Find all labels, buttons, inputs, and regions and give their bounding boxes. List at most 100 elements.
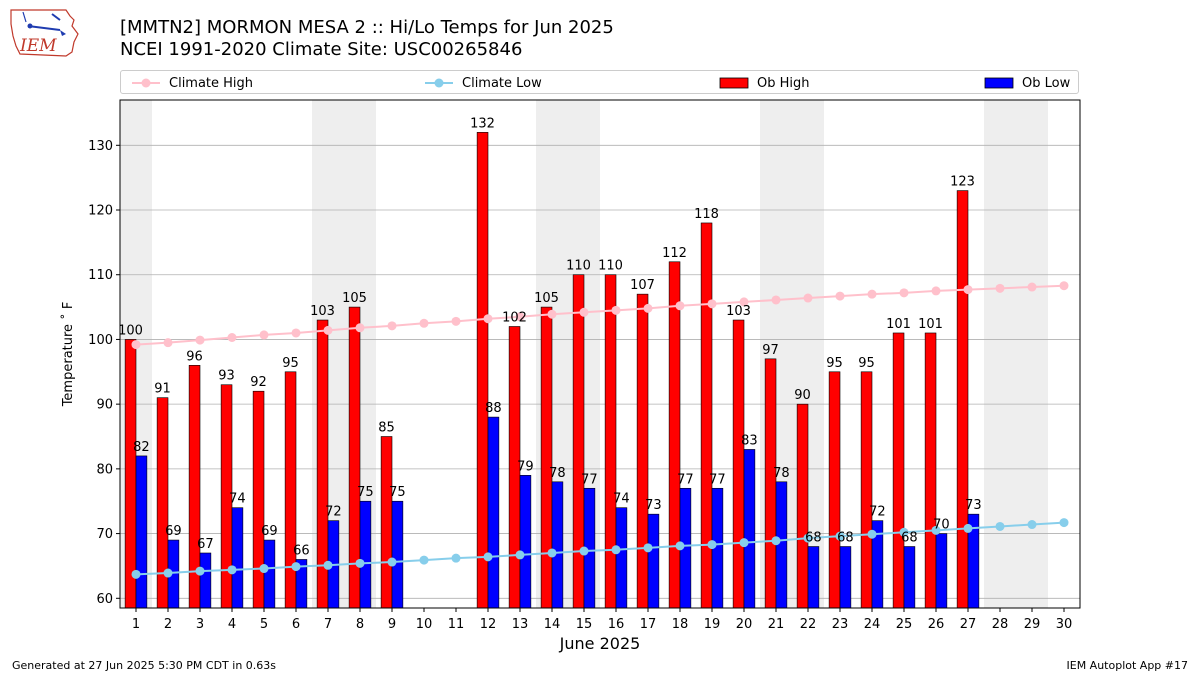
x-tick-label: 5: [260, 617, 268, 632]
y-axis-label: Temperature ˚ F: [60, 302, 76, 408]
ob-high-label: 105: [534, 291, 559, 306]
ob-high-label: 103: [310, 304, 335, 319]
ob-high-label: 110: [598, 259, 623, 274]
climate-low-point: [579, 546, 589, 556]
climate-high-point: [451, 316, 461, 326]
x-tick-label: 26: [928, 617, 945, 632]
climate-high-point: [707, 299, 717, 309]
climate-high-point: [931, 286, 941, 296]
ob-low-label: 69: [261, 524, 278, 539]
ob-low-bar: [199, 552, 212, 609]
climate-low-point: [195, 566, 205, 576]
ob-low-label: 77: [709, 472, 726, 487]
ob-high-label: 118: [694, 207, 719, 222]
climate-high-point: [547, 309, 557, 319]
climate-high-point: [995, 283, 1005, 293]
climate-high-point: [739, 297, 749, 307]
ob-high-label: 102: [502, 310, 527, 325]
y-tick-label: 110: [88, 268, 113, 283]
climate-high-point: [355, 323, 365, 333]
y-tick-label: 130: [88, 139, 113, 154]
ob-high-label: 96: [186, 349, 203, 364]
ob-low-bar: [935, 533, 948, 609]
climate-high-point: [515, 312, 525, 322]
climate-low-point: [483, 552, 493, 562]
ob-low-label: 73: [645, 498, 662, 513]
climate-low-point: [611, 545, 621, 555]
weekend-shade: [1016, 100, 1048, 608]
ob-low-label: 68: [837, 531, 854, 546]
climate-high-point: [291, 328, 301, 338]
x-tick-label: 13: [512, 617, 529, 632]
ob-high-label: 101: [918, 317, 943, 332]
climate-low-point: [387, 557, 397, 567]
x-tick-label: 23: [832, 617, 849, 632]
y-tick-label: 70: [96, 527, 113, 542]
ob-low-bar: [135, 455, 148, 609]
climate-high-point: [323, 325, 333, 335]
climate-high-point: [1027, 282, 1037, 292]
ob-low-label: 69: [165, 524, 182, 539]
ob-high-bar: [636, 293, 649, 609]
ob-high-bar: [956, 190, 969, 609]
ob-high-bar: [540, 306, 553, 609]
ob-high-bar: [668, 261, 681, 609]
x-tick-label: 18: [672, 617, 689, 632]
climate-high-swatch-icon: [132, 78, 160, 88]
x-tick-label: 11: [448, 617, 465, 632]
ob-low-label: 70: [933, 518, 950, 533]
chart-title: [MMTN2] MORMON MESA 2 :: Hi/Lo Temps for…: [120, 17, 614, 38]
ob-high-label: 100: [118, 323, 143, 338]
ob-low-label: 66: [293, 543, 310, 558]
ob-high-bar: [572, 274, 585, 609]
x-tick-label: 16: [608, 617, 625, 632]
climate-high-point: [675, 301, 685, 311]
ob-high-label: 101: [886, 317, 911, 332]
ob-low-label: 83: [741, 433, 758, 448]
ob-low-swatch-icon: [984, 77, 1014, 89]
ob-low-label: 68: [805, 531, 822, 546]
ob-low-bar: [487, 416, 500, 609]
ob-high-bar: [732, 319, 745, 609]
ob-high-bar: [860, 371, 873, 609]
ob-high-label: 107: [630, 278, 655, 293]
climate-low-point: [707, 540, 717, 550]
ob-high-bar: [252, 390, 265, 609]
climate-low-point: [291, 562, 301, 572]
ob-low-bar: [839, 546, 852, 609]
ob-high-label: 93: [218, 369, 235, 384]
climate-high-point: [643, 303, 653, 313]
ob-low-label: 77: [581, 472, 598, 487]
climate-low-point: [995, 521, 1005, 531]
legend-label-ob-high: Ob High: [757, 75, 810, 91]
ob-low-label: 74: [613, 492, 630, 507]
climate-low-point: [643, 543, 653, 553]
ob-high-label: 90: [794, 388, 811, 403]
x-tick-label: 28: [992, 617, 1009, 632]
ob-high-bar: [700, 222, 713, 609]
x-tick-label: 20: [736, 617, 753, 632]
x-tick-label: 10: [416, 617, 433, 632]
climate-high-point: [899, 288, 909, 298]
ob-high-label: 97: [762, 343, 779, 358]
ob-high-bar: [604, 274, 617, 609]
climate-low-point: [835, 531, 845, 541]
climate-low-point: [259, 564, 269, 574]
ob-high-bar: [924, 332, 937, 609]
climate-low-point: [547, 548, 557, 558]
ob-low-bar: [775, 481, 788, 609]
climate-low-point: [163, 568, 173, 578]
y-tick-label: 60: [96, 592, 113, 607]
ob-high-bar: [828, 371, 841, 609]
ob-high-label: 95: [826, 356, 843, 371]
x-tick-label: 19: [704, 617, 721, 632]
climate-low-point: [931, 525, 941, 535]
climate-high-point: [163, 338, 173, 348]
ob-high-label: 95: [858, 356, 875, 371]
ob-high-bar: [284, 371, 297, 609]
footer-generated: Generated at 27 Jun 2025 5:30 PM CDT in …: [12, 659, 277, 672]
ob-low-bar: [807, 546, 820, 609]
ob-high-label: 132: [470, 116, 495, 131]
x-tick-label: 2: [164, 617, 172, 632]
climate-low-point: [227, 565, 237, 575]
